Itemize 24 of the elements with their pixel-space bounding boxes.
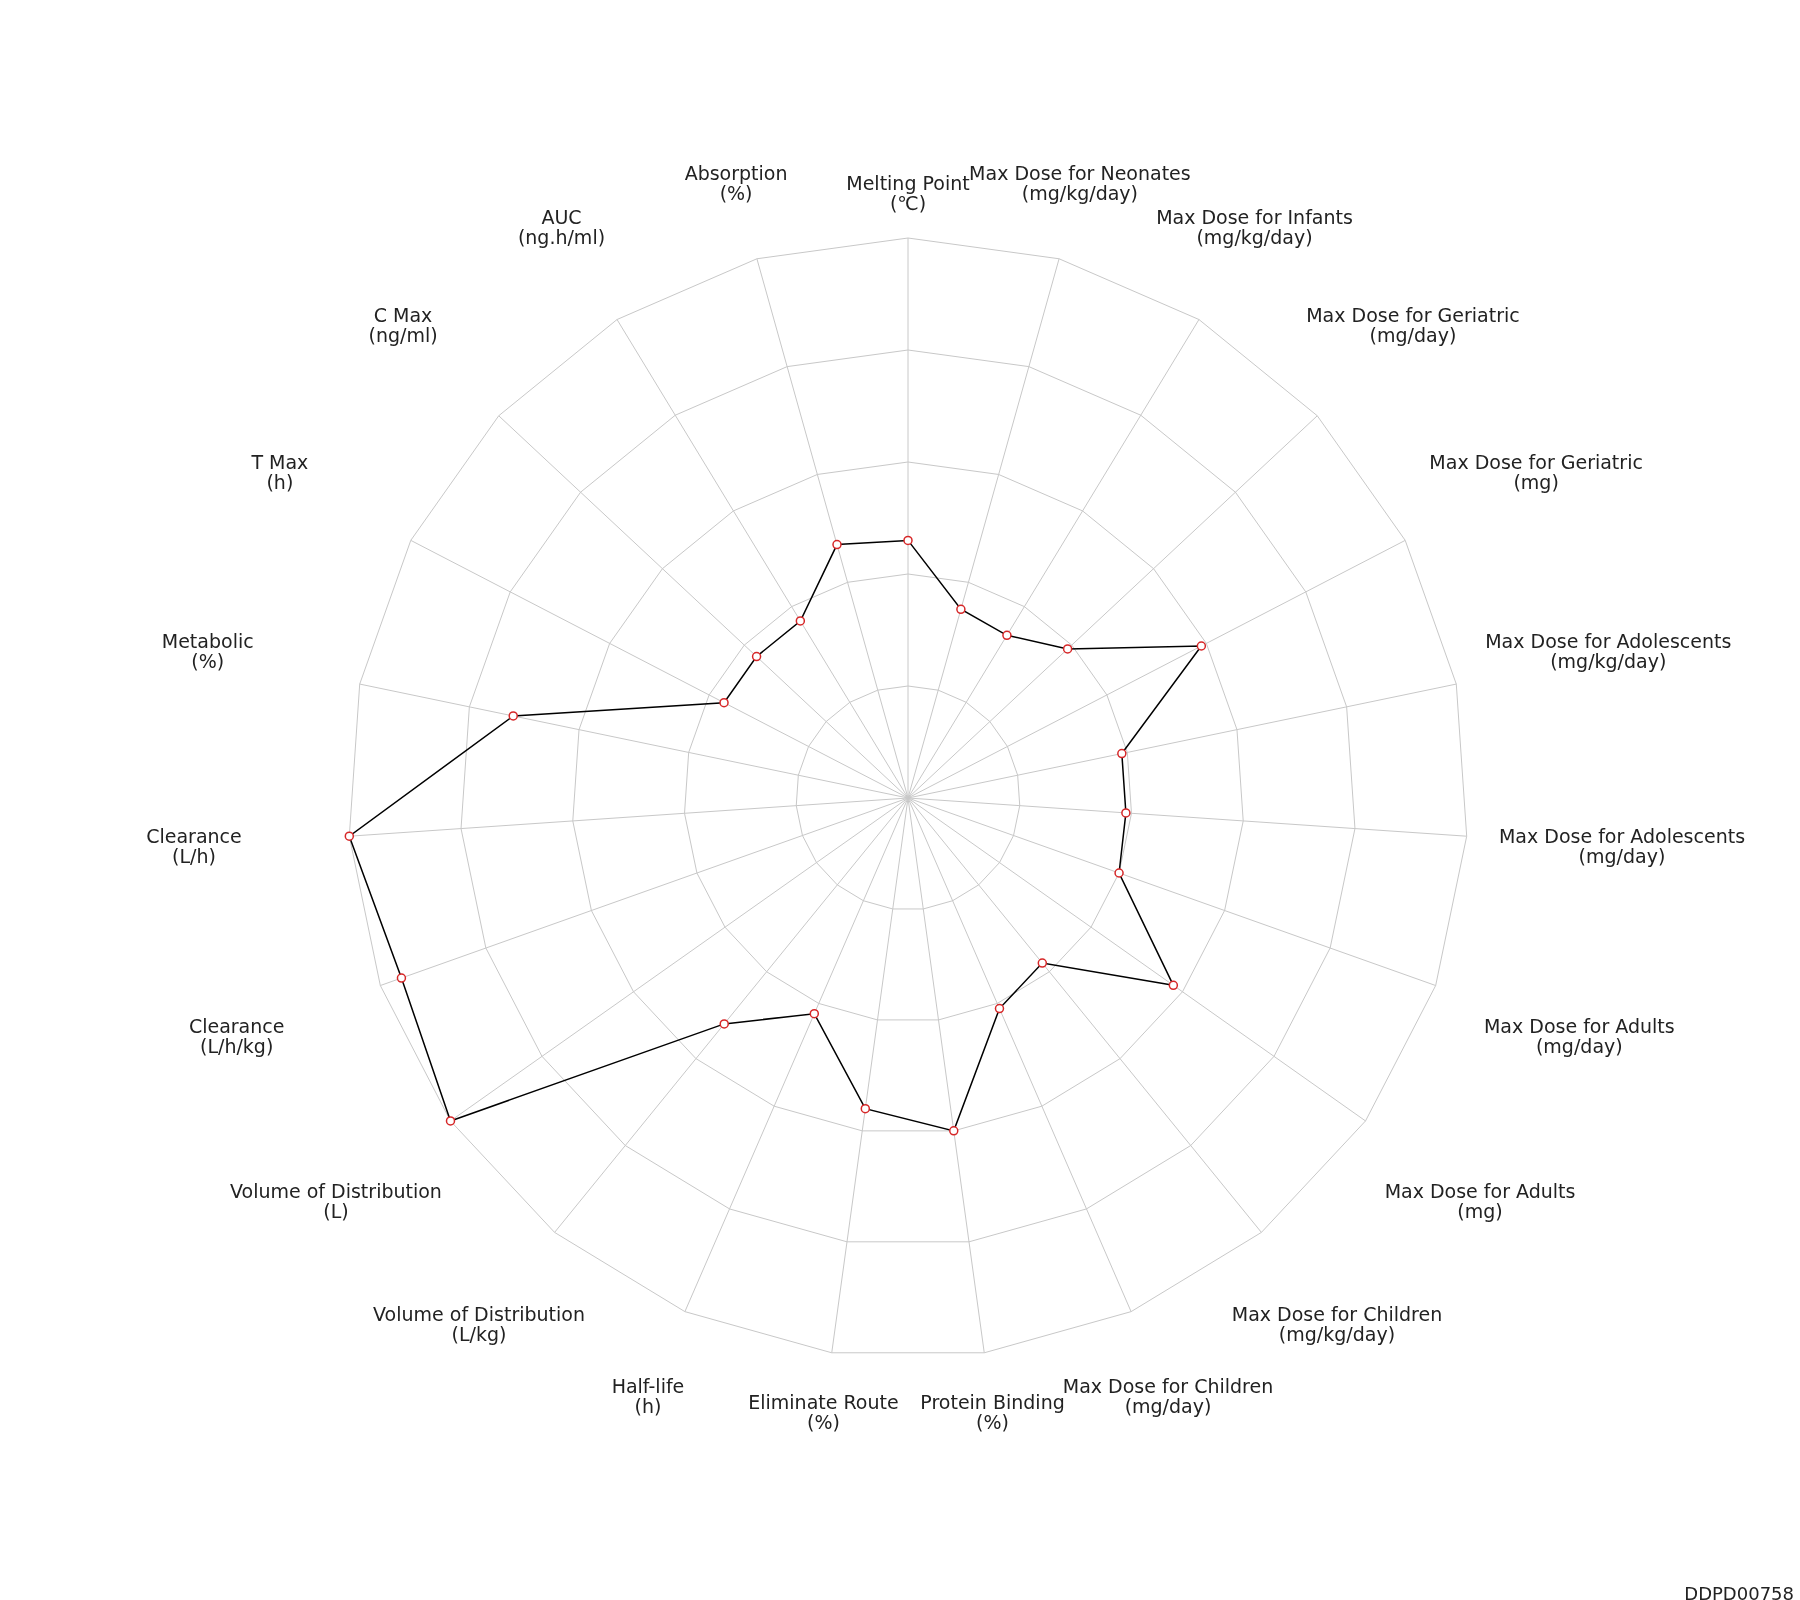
text: DDPD00758 (1684, 1583, 1794, 1600)
spoke-label: Half-life (h) (611, 1374, 685, 1417)
spoke-label: Absorption (%) (684, 162, 788, 205)
spoke-label: Max Dose for Adolescents (mg/kg/day) (1485, 630, 1732, 673)
spoke-label: Volume of Distribution (L/kg) (373, 1303, 585, 1346)
spoke-label: Volume of Distribution (L) (230, 1179, 442, 1222)
spoke-label: Max Dose for Infants (mg/kg/day) (1156, 206, 1353, 249)
spoke-label: Max Dose for Children (mg/kg/day) (1231, 1303, 1443, 1346)
spoke-label: Eliminate Route (%) (748, 1391, 899, 1434)
spoke-label: Melting Point (℃) (846, 172, 970, 214)
spoke-label: Metabolic (%) (161, 630, 254, 673)
spoke-label: Max Dose for Neonates (mg/kg/day) (969, 162, 1191, 205)
spoke-label: Max Dose for Children (mg/day) (1062, 1374, 1274, 1417)
spoke-label: Protein Binding (%) (920, 1391, 1065, 1434)
spoke-label: Max Dose for Geriatric (mg) (1429, 450, 1643, 493)
spoke-label: AUC (ng.h/ml) (517, 206, 606, 249)
spoke-label: T Max (h) (250, 450, 309, 493)
spoke-label: Max Dose for Adolescents (mg/day) (1498, 824, 1746, 867)
spoke-label: Clearance (L/h) (146, 824, 242, 867)
spoke-label: Max Dose for Adults (mg) (1384, 1179, 1576, 1222)
spoke-label: Max Dose for Adults (mg/day) (1483, 1014, 1675, 1057)
spoke-label: Clearance (L/h/kg) (188, 1014, 285, 1057)
spoke-label: C Max (ng/ml) (368, 304, 438, 347)
spoke-label: Max Dose for Geriatric (mg/day) (1306, 304, 1520, 347)
